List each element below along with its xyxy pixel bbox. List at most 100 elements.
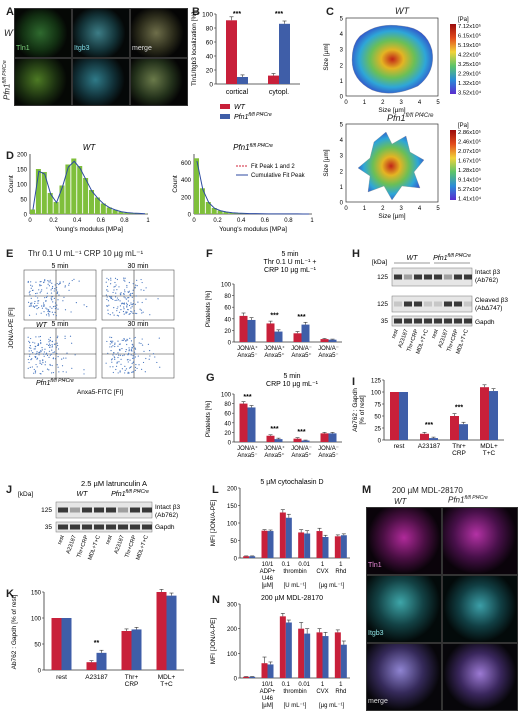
flow-event — [106, 298, 108, 301]
histogram-bar — [194, 158, 200, 214]
flow-event — [45, 314, 48, 316]
flow-event — [124, 297, 126, 299]
flow-event — [36, 344, 39, 346]
blot-band — [94, 507, 104, 513]
flow-event — [118, 286, 120, 288]
plot-frame — [345, 123, 439, 203]
flow-event — [36, 351, 38, 353]
y-tick-label: 0 — [228, 441, 232, 447]
group-label: ADP+ — [260, 569, 276, 575]
flow-event — [113, 356, 115, 358]
y-tick-label: 3 — [340, 48, 344, 54]
flow-event — [40, 312, 42, 314]
flow-event — [46, 343, 48, 345]
y-axis-label: Tln1/Itgb3 localization [%] — [191, 12, 198, 86]
x-tick-label: Anxa5⁺ — [291, 452, 311, 459]
flow-event — [113, 314, 115, 316]
flow-event — [132, 361, 134, 363]
flow-event — [78, 280, 80, 282]
flow-event — [30, 359, 32, 361]
flow-event — [114, 358, 116, 360]
flow-event — [52, 301, 54, 303]
y-tick-label: 200 — [227, 487, 238, 493]
flow-event — [49, 346, 51, 348]
flow-event — [140, 278, 142, 281]
flow-event — [125, 312, 127, 314]
flow-event — [68, 284, 70, 286]
cumulative-fit-line — [196, 160, 310, 215]
flow-event — [117, 299, 120, 301]
bar-wt — [279, 512, 286, 558]
flow-event — [48, 310, 51, 313]
flow-event — [129, 337, 131, 339]
unit-label: [µg mL⁻¹] — [319, 703, 345, 709]
bar-wt — [239, 315, 248, 342]
panel-a-image-pfn-itgb — [72, 58, 130, 106]
y-tick-label: 150 — [17, 168, 28, 174]
flow-event — [48, 313, 50, 315]
flow-event — [116, 310, 118, 312]
y-tick-label: 0 — [188, 213, 192, 219]
y-axis-label: [% of rest] — [359, 395, 366, 424]
lane-label: rest — [57, 534, 66, 545]
flow-event — [38, 336, 40, 338]
bar-wt — [243, 676, 250, 678]
y-tick-label: 0 — [340, 95, 344, 101]
flow-event — [34, 345, 36, 347]
panel-a-image-pfn-tln — [14, 58, 72, 106]
histogram-bar — [94, 197, 100, 214]
flow-event — [105, 362, 107, 364]
x-tick-label: Anxa5⁻ — [318, 353, 338, 359]
flow-event — [143, 350, 145, 352]
y-tick-label: 50 — [374, 415, 381, 421]
flow-event — [27, 281, 29, 283]
y-tick-label: 25 — [374, 427, 381, 433]
flow-event — [36, 292, 38, 294]
x-tick-label: CRP — [452, 450, 466, 457]
bar-pfn — [237, 77, 248, 84]
flow-event — [122, 354, 124, 357]
panel-m-image-wt-merge — [366, 643, 442, 711]
flow-event — [134, 348, 137, 350]
flow-event — [30, 347, 32, 349]
mw-label: 35 — [45, 524, 53, 531]
flow-event — [126, 306, 128, 308]
flow-event — [53, 297, 55, 300]
panel-a-image-wt-tln — [14, 8, 72, 58]
flow-event — [29, 345, 31, 347]
flow-event — [50, 298, 52, 300]
flow-event — [28, 292, 30, 294]
blot-band — [444, 318, 452, 324]
flow-event — [54, 307, 57, 310]
histogram-bar — [71, 158, 77, 214]
flow-event — [123, 289, 126, 291]
y-tick-label: 1 — [340, 79, 344, 85]
flow-event — [107, 313, 109, 315]
flow-event — [128, 350, 130, 352]
panel-l-chart: 5 µM cytochalasin D 0 50 100 150 200 10/1 0.1 0.… — [210, 479, 350, 589]
flow-event — [38, 354, 40, 356]
flow-event — [122, 310, 125, 313]
colorbar — [450, 130, 456, 200]
flow-event — [29, 294, 31, 296]
y-axis-label: Platelets [%] — [205, 401, 212, 437]
flow-event — [36, 358, 38, 360]
bar-pfn — [279, 23, 290, 84]
bar-pfn — [166, 595, 177, 670]
flow-event — [51, 299, 53, 301]
panel-m-wt: WT — [394, 497, 407, 506]
flow-event — [48, 281, 50, 283]
unit-label: [µM] — [262, 583, 274, 589]
flow-event — [40, 284, 42, 287]
panel-letter-l: L — [212, 484, 219, 496]
x-tick-label: JON/A⁺ — [264, 345, 285, 352]
flow-event — [57, 348, 60, 350]
flow-event — [134, 366, 137, 368]
significance-mark: *** — [270, 426, 278, 433]
flow-event — [112, 298, 114, 300]
x-tick-label: 0.01 — [298, 562, 310, 568]
flow-event — [156, 361, 158, 364]
colorbar-label: 4.22x10⁵ — [458, 52, 482, 59]
flow-event — [123, 338, 125, 340]
